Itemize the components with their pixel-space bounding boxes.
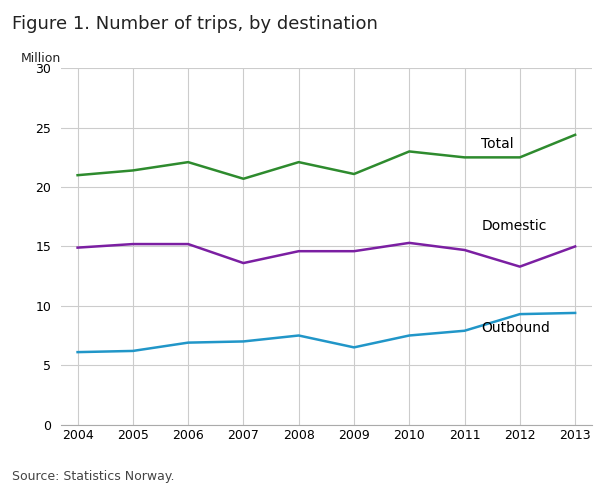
Text: Figure 1. Number of trips, by destination: Figure 1. Number of trips, by destinatio…: [12, 15, 378, 33]
Text: Million: Million: [21, 52, 62, 65]
Text: Source: Statistics Norway.: Source: Statistics Norway.: [12, 470, 174, 483]
Text: Total: Total: [481, 137, 514, 151]
Text: Outbound: Outbound: [481, 322, 550, 335]
Text: Domestic: Domestic: [481, 219, 547, 233]
